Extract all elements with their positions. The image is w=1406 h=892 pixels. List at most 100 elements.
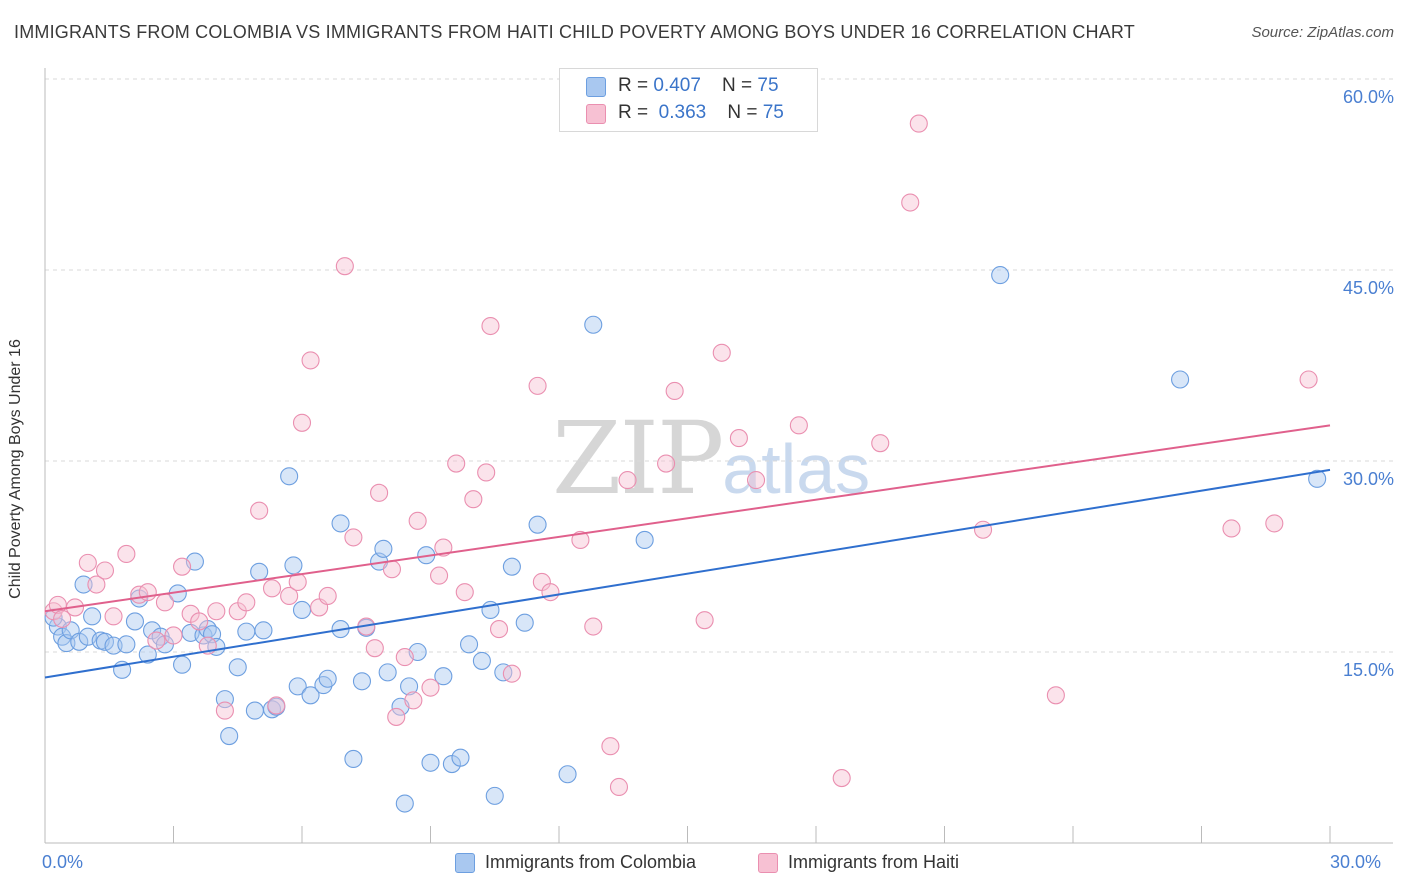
haiti-point [262,579,282,598]
colombia-point [292,600,312,620]
haiti-point [404,691,423,710]
colombia-point [95,632,115,651]
colombia-point [434,667,453,686]
colombia-point [378,663,397,682]
haiti-point [395,648,414,667]
haiti-point [746,471,766,490]
colombia-point [331,514,350,533]
haiti-point [571,530,590,549]
haiti-swatch [758,853,778,873]
axes [44,68,1393,844]
colombia-point [228,658,247,677]
colombia-point [288,677,307,696]
haiti-point [871,434,890,453]
haiti-point [408,511,427,530]
r-label: R = [618,102,654,123]
haiti-point [477,463,496,482]
n-value: 75 [757,75,779,96]
colombia-point [528,515,547,534]
haiti-point [541,583,560,602]
colombia-point [280,467,299,486]
r-value: 0.407 [653,75,701,96]
haiti-point [267,696,286,715]
y-tick-label: 45.0% [1342,278,1394,298]
haiti-point [104,607,123,626]
data-points [44,114,1327,813]
colombia-point [117,635,136,654]
haiti-point [455,583,474,602]
haiti-point [53,609,72,628]
haiti-point [147,631,166,650]
x-tick-label: 0.0% [42,852,84,872]
haiti-point [618,471,637,490]
haiti-point [318,586,337,606]
colombia-point [1171,370,1190,389]
haiti-point [789,416,808,435]
haiti-trend-line [44,424,1331,613]
haiti-point [464,490,483,509]
haiti-point [207,602,226,621]
colombia-point [237,622,256,641]
watermark: ZIPatlas [552,400,870,517]
haiti-point [1265,514,1284,533]
haiti-point [665,381,684,401]
colombia-swatch [455,853,475,873]
colombia-point [502,557,521,576]
colombia-point [451,748,470,767]
n-label: N = [722,75,758,96]
haiti-point [909,114,928,133]
colombia-point [284,556,303,575]
haiti-point [173,557,192,576]
haiti-point [973,520,993,539]
haiti-point [237,593,256,612]
haiti-point [695,611,714,630]
y-tick-label: 15.0% [1342,660,1394,680]
colombia-point [125,612,144,631]
y-tick-label: 60.0% [1342,87,1394,107]
x-tick-label: 30.0% [1330,852,1382,872]
haiti-point [528,376,547,395]
colombia-point [472,651,491,670]
haiti-point [335,257,354,276]
legend-label: Immigrants from Colombia [485,852,697,872]
haiti-point [1299,370,1318,389]
y-tick-label: 30.0% [1342,469,1394,489]
colombia-point [301,686,320,705]
colombia-point [421,753,440,772]
colombia-point [1308,469,1327,488]
chart-title: IMMIGRANTS FROM COLOMBIA VS IMMIGRANTS F… [14,22,1136,42]
haiti-point [1046,686,1065,705]
haiti-point [657,454,676,473]
correlation-legend: R = 0.407 N = 75 R = 0.363 N = 75 [559,68,818,132]
haiti-point [117,544,136,564]
colombia-point [83,607,102,626]
haiti-point [215,701,234,720]
n-value: 75 [762,102,784,123]
haiti-point [87,575,106,594]
colombia-point [352,672,372,691]
haiti-point [447,454,466,473]
colombia-swatch [586,77,606,97]
haiti-point [250,501,269,520]
colombia-point [104,636,123,655]
haiti-point [301,351,320,370]
colombia-point [70,632,89,651]
haiti-swatch [586,104,606,124]
watermark-zip: ZIP [552,400,724,517]
haiti-point [729,429,748,448]
haiti-point [190,612,209,631]
colombia-point [584,315,603,334]
colombia-point [254,621,273,640]
haiti-point [95,561,115,580]
haiti-point [344,528,363,547]
haiti-point [155,593,174,612]
haiti-point [901,193,920,212]
haiti-point [481,316,500,336]
haiti-point [434,538,453,557]
colombia-point [344,749,363,769]
haiti-point [832,769,851,788]
haiti-point [370,483,389,502]
colombia-point [374,539,393,558]
haiti-point [164,626,183,645]
y-axis-label: Child Poverty Among Boys Under 16 [7,339,24,599]
